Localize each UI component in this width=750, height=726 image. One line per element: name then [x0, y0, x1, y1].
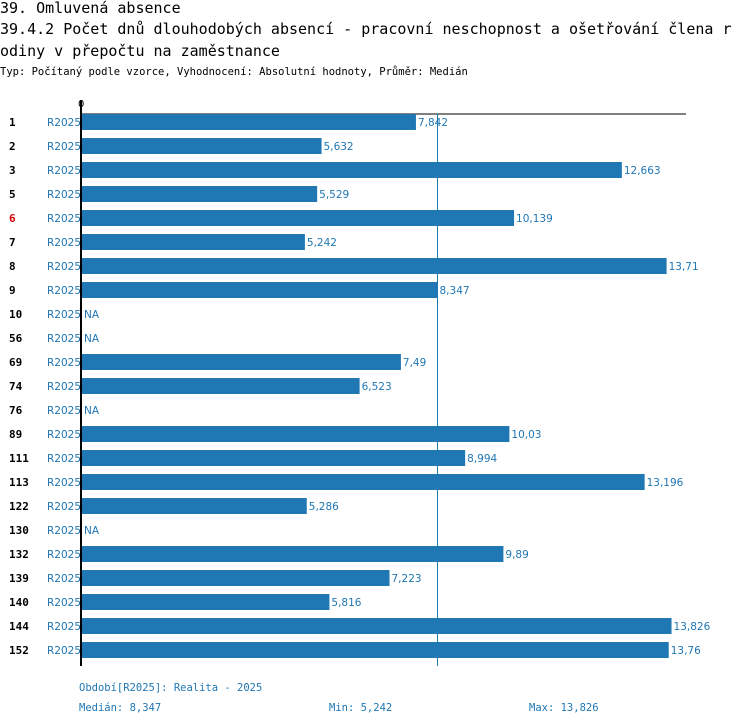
value-label: 5,242: [307, 237, 337, 249]
value-label: 5,286: [309, 501, 339, 513]
row-id-label: 7: [9, 236, 16, 249]
value-label: 13,71: [669, 261, 699, 273]
bar: [81, 186, 318, 202]
bar: [81, 258, 667, 274]
value-label: 13,196: [647, 477, 684, 489]
bar: [81, 210, 515, 226]
bar: [81, 282, 438, 298]
row-id-label: 10: [9, 308, 22, 321]
bar: [81, 570, 390, 586]
bar: [81, 474, 645, 490]
series-label: R2025: [47, 405, 81, 417]
chart-title-line2: 39.4.2 Počet dnů dlouhodobých absencí - …: [0, 20, 732, 38]
series-label: R2025: [47, 357, 81, 369]
series-label: R2025: [47, 453, 81, 465]
value-label: 9,89: [505, 549, 528, 561]
series-label: R2025: [47, 213, 81, 225]
value-label: 8,347: [440, 285, 470, 297]
series-label: R2025: [47, 285, 81, 297]
bar: [81, 378, 360, 394]
series-label: R2025: [47, 141, 81, 153]
value-label: 12,663: [624, 165, 661, 177]
footer-median: Medián: 8,347: [79, 702, 162, 714]
series-label: R2025: [47, 525, 81, 537]
value-label: 7,842: [418, 117, 448, 129]
series-label: R2025: [47, 189, 81, 201]
series-label: R2025: [47, 573, 81, 585]
row-id-label: 89: [9, 428, 22, 441]
value-label: 5,816: [331, 597, 361, 609]
row-id-label: 3: [9, 164, 16, 177]
series-label: R2025: [47, 261, 81, 273]
row-id-label: 5: [9, 188, 16, 201]
series-label: R2025: [47, 165, 81, 177]
bar: [81, 498, 307, 514]
bar: [81, 642, 669, 658]
series-label: R2025: [47, 501, 81, 513]
value-label: 10,03: [511, 429, 541, 441]
series-label: R2025: [47, 621, 81, 633]
series-label: R2025: [47, 333, 81, 345]
footer-max: Max: 13,826: [529, 702, 599, 714]
bar: [81, 618, 672, 634]
series-label: R2025: [47, 645, 81, 657]
series-label: R2025: [47, 309, 81, 321]
bar: [81, 138, 322, 154]
value-label: 10,139: [516, 213, 553, 225]
row-id-label: 139: [9, 572, 29, 585]
series-label: R2025: [47, 381, 81, 393]
row-id-label: 113: [9, 476, 29, 489]
chart-title-line1: 39. Omluvená absence: [0, 0, 181, 17]
bar: [81, 594, 330, 610]
row-id-label: 56: [9, 332, 23, 345]
row-id-label: 152: [9, 644, 29, 657]
value-label: 8,994: [467, 453, 497, 465]
value-label: 13,76: [671, 645, 701, 657]
value-label: 5,632: [324, 141, 354, 153]
value-label: 5,529: [319, 189, 349, 201]
row-id-label: 76: [9, 404, 23, 417]
value-label-na: NA: [84, 309, 100, 321]
value-label-na: NA: [84, 405, 100, 417]
series-label: R2025: [47, 597, 81, 609]
row-id-label: 111: [9, 452, 29, 465]
value-label: 7,49: [403, 357, 426, 369]
row-id-label: 69: [9, 356, 22, 369]
row-id-label: 144: [9, 620, 29, 633]
row-id-label: 2: [9, 140, 16, 153]
series-label: R2025: [47, 237, 81, 249]
bar: [81, 426, 510, 442]
bar: [81, 354, 401, 370]
row-id-label: 122: [9, 500, 29, 513]
row-id-label: 6: [9, 212, 16, 225]
bar: [81, 162, 622, 178]
row-id-label: 1: [9, 116, 16, 129]
value-label: 6,523: [362, 381, 392, 393]
series-label: R2025: [47, 117, 81, 129]
bar: [81, 114, 416, 130]
value-label: 7,223: [392, 573, 422, 585]
bar: [81, 234, 305, 250]
value-label-na: NA: [84, 333, 100, 345]
series-label: R2025: [47, 429, 81, 441]
row-id-label: 9: [9, 284, 16, 297]
row-id-label: 140: [9, 596, 29, 609]
series-label: R2025: [47, 477, 81, 489]
value-label: 13,826: [674, 621, 711, 633]
row-id-label: 74: [9, 380, 23, 393]
bar: [81, 546, 504, 562]
chart-title-line3: odiny v přepočtu na zaměstnance: [0, 42, 280, 60]
row-id-label: 132: [9, 548, 29, 561]
chart-subtitle: Typ: Počítaný podle vzorce, Vyhodnocení:…: [0, 66, 468, 78]
bar: [81, 450, 466, 466]
value-label-na: NA: [84, 525, 100, 537]
row-id-label: 8: [9, 260, 16, 273]
row-id-label: 130: [9, 524, 29, 537]
footer-min: Min: 5,242: [329, 702, 393, 714]
footer-period: Období[R2025]: Realita - 2025: [79, 682, 263, 694]
series-label: R2025: [47, 549, 81, 561]
